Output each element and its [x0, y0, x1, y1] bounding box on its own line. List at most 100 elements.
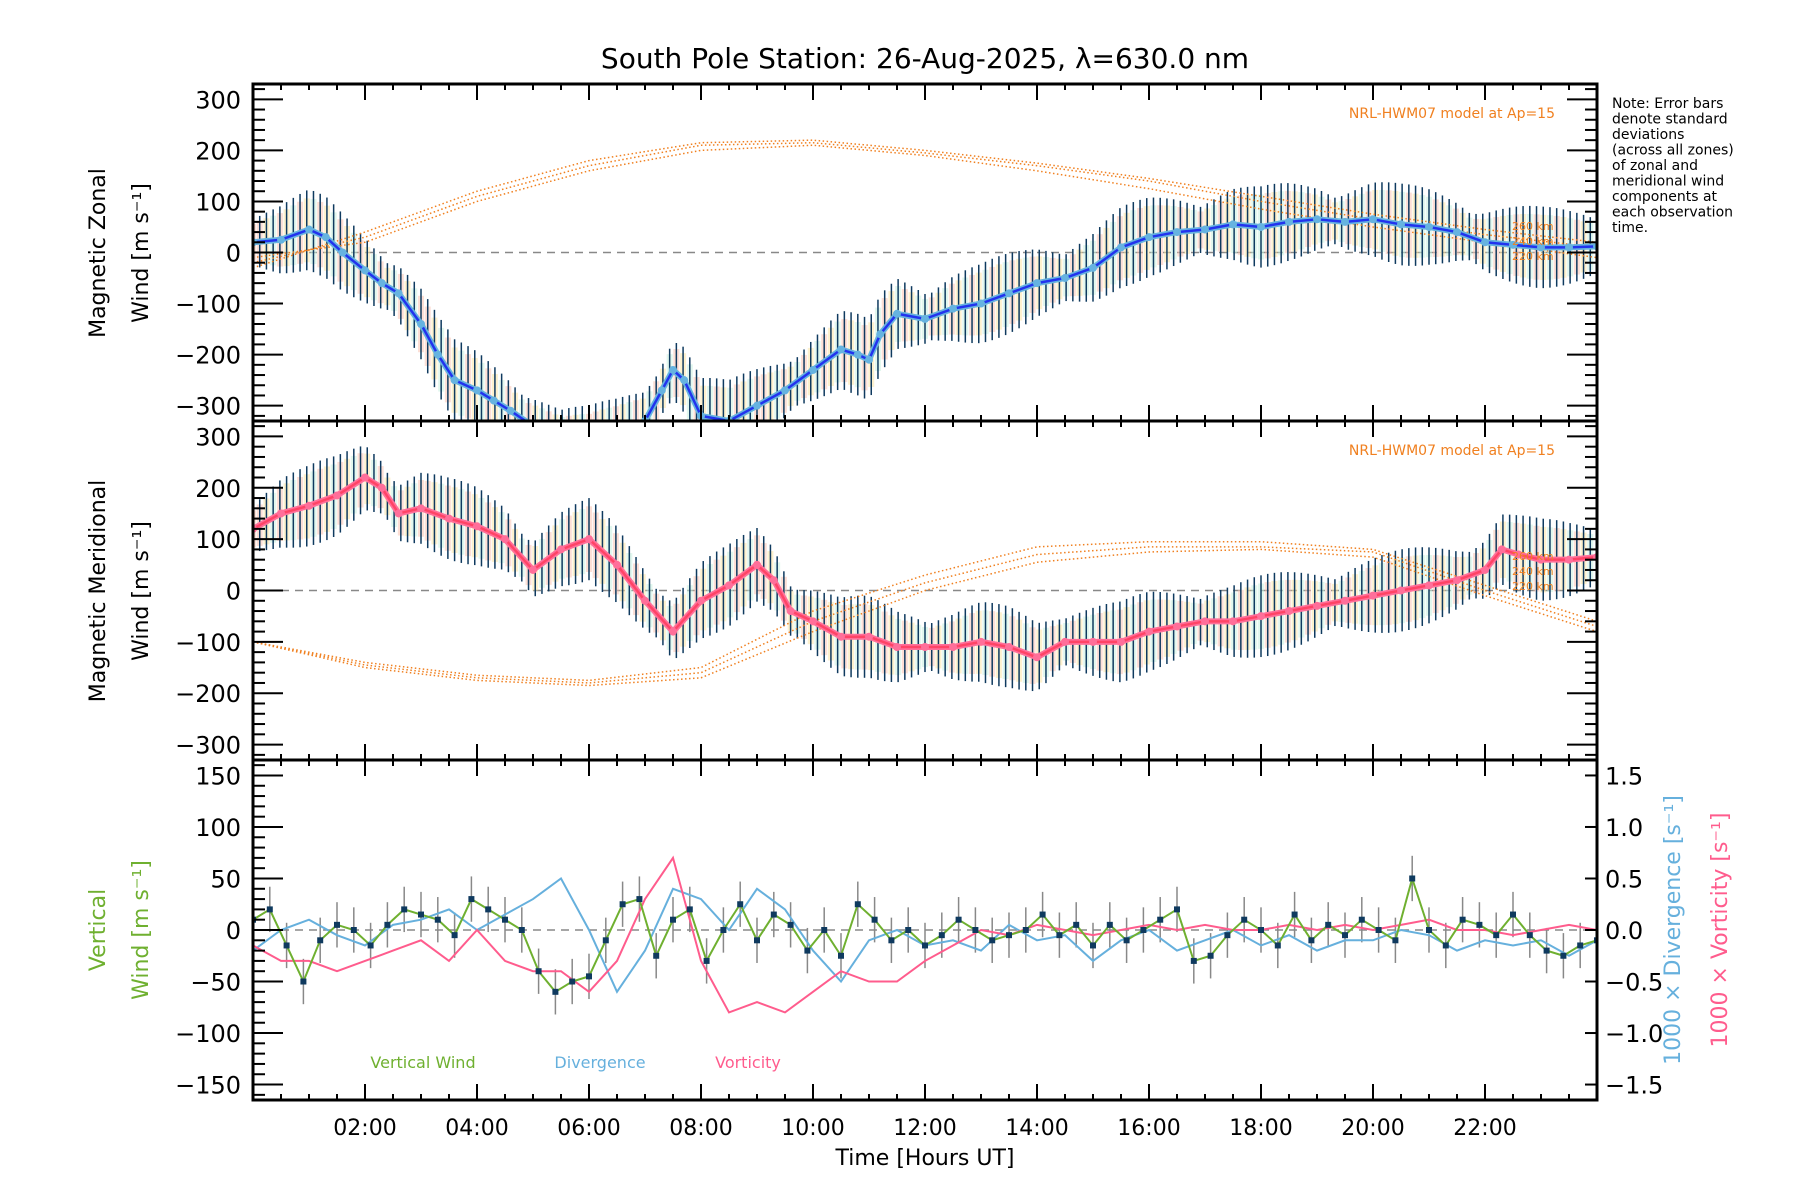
spread-band: [579, 414, 586, 421]
meridional-mean-point: [277, 509, 285, 518]
vertical-wind-point: [418, 911, 424, 918]
vertical-wind-point: [1190, 957, 1197, 964]
zonal-mean-point: [1117, 243, 1125, 252]
meridional-mean-point: [921, 643, 929, 651]
zonal-mean-point: [506, 406, 515, 415]
meridional-mean-line: [253, 476, 1597, 659]
y-tick-label: 100: [195, 188, 241, 216]
zonal-mean-point: [1341, 217, 1349, 226]
vertical-wind-point: [989, 937, 996, 944]
vertical-wind-point: [451, 932, 458, 939]
vertical-wind-point: [1241, 916, 1248, 923]
vertical-wind-point: [485, 906, 492, 913]
zonal-mean-point: [1397, 220, 1405, 229]
vertical-ylabel-line2: Wind [m s⁻¹]: [129, 860, 154, 1000]
vertical-wind-point: [1560, 952, 1567, 959]
y2-tick-label: −1.5: [1605, 1072, 1663, 1100]
y-tick-label: 300: [195, 423, 241, 451]
vertical-wind-point: [1258, 927, 1264, 933]
meridional-mean-point: [1514, 550, 1523, 559]
vertical-wind-point: [1090, 942, 1096, 949]
zonal-mean-point: [669, 365, 677, 374]
y-tick-label: 200: [195, 137, 241, 165]
vertical-wind-point: [1375, 927, 1382, 933]
meridional-mean-point: [753, 560, 761, 569]
zonal-mean-point: [837, 345, 845, 354]
vorticity-ylabel: 1000 × Vorticity [s⁻¹]: [1708, 813, 1733, 1048]
y-tick-label: −100: [175, 629, 241, 657]
zonal-mean-point: [473, 386, 481, 395]
chart-title: South Pole Station: 26-Aug-2025, λ=630.0…: [601, 42, 1249, 75]
zonal-mean-point: [338, 248, 347, 257]
y-tick-label: −200: [175, 680, 241, 708]
x-axis-label: Time [Hours UT]: [835, 1146, 1015, 1171]
zonal-mean-point: [1481, 238, 1489, 247]
vertical-wind-point: [804, 947, 811, 954]
vertical-wind-point: [350, 927, 357, 933]
y-tick-label: 200: [195, 475, 241, 503]
model-line-220km: [253, 144, 1597, 259]
vertical-wind-point: [787, 921, 794, 928]
vertical-wind-point: [1157, 916, 1164, 923]
y-tick-label: −300: [175, 393, 241, 421]
vertical-wind-point: [1140, 927, 1147, 933]
vertical-wind-point: [922, 942, 928, 949]
meridional-mean-point: [501, 535, 509, 544]
meridional-mean-point: [377, 483, 386, 492]
vertical-wind-point: [770, 911, 777, 918]
meridional-mean-point: [557, 545, 565, 554]
zonal-mean-point: [657, 386, 666, 395]
x-tick-label: 20:00: [1341, 1116, 1404, 1141]
y-tick-label: 150: [195, 762, 241, 790]
meridional-mean-point: [1229, 617, 1237, 626]
vertical-wind-point: [653, 952, 660, 959]
vertical-wind-point: [1409, 875, 1416, 882]
meridional-mean-point: [613, 560, 621, 569]
note-line: meridional wind: [1612, 174, 1724, 190]
vertical-wind-point: [384, 921, 391, 928]
vertical-wind-point: [434, 916, 441, 923]
meridional-ylabel-line2: Wind [m s⁻¹]: [129, 521, 154, 661]
zonal-mean-point: [1229, 220, 1237, 229]
vertical-wind-point: [367, 942, 374, 949]
x-tick-label: 06:00: [557, 1116, 620, 1141]
y-tick-label: 0: [226, 578, 241, 606]
vertical-wind-point: [502, 916, 508, 923]
zonal-mean-point: [865, 355, 873, 364]
zonal-mean-point: [1089, 263, 1097, 272]
zonal-mean-point: [977, 299, 985, 308]
vertical-wind-point: [1358, 916, 1365, 923]
zonal-mean-point: [361, 266, 369, 275]
vertical-wind-point: [518, 927, 525, 933]
zonal-mean-point: [1201, 225, 1209, 234]
zonal-panel: 300 200 100 0 −100 −200 −300: [175, 82, 1599, 423]
meridional-mean-point: [585, 535, 593, 544]
y-tick-label: −50: [190, 969, 241, 997]
note-line: (across all zones): [1612, 143, 1734, 159]
vertical-wind-point: [1459, 916, 1466, 923]
zonal-mean-point: [1285, 217, 1293, 226]
vertical-wind-point: [1577, 942, 1584, 949]
zonal-alt-260: 260 km: [1512, 220, 1554, 233]
model-line-260km: [253, 139, 1597, 269]
meridional-mean-point: [1033, 653, 1041, 662]
meridional-mean-point: [1497, 545, 1506, 554]
y-tick-label: 0: [226, 240, 241, 268]
y2-tick-label: −1.0: [1605, 1020, 1663, 1048]
x-tick-label: 18:00: [1229, 1116, 1292, 1141]
x-tick-label: 10:00: [781, 1116, 844, 1141]
meridional-alt-260: 260 km: [1512, 550, 1554, 563]
model-line-220km: [253, 548, 1597, 687]
spread-band: [572, 414, 579, 421]
meridional-mean-point: [1061, 637, 1069, 646]
vertical-wind-point: [317, 937, 324, 944]
y-tick-label: −300: [175, 732, 241, 760]
meridional-mean-point: [769, 576, 778, 585]
note-line: time.: [1612, 220, 1648, 236]
meridional-panel: 300 200 100 0 −100 −200 −300: [175, 419, 1599, 762]
vertical-wind-point: [854, 901, 861, 908]
legend-vertical-wind: Vertical Wind: [370, 1053, 475, 1072]
model-line-240km: [253, 546, 1597, 684]
vertical-wind-point: [703, 957, 710, 964]
zonal-mean-point: [809, 365, 817, 374]
